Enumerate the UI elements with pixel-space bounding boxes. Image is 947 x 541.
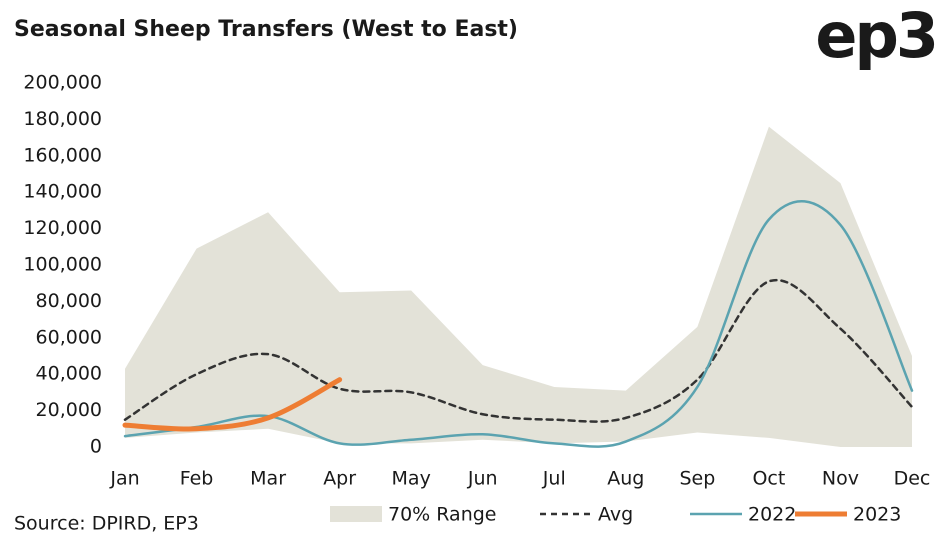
y-tick-label: 20,000: [36, 399, 102, 421]
legend-label: Avg: [598, 504, 633, 526]
y-tick-label: 180,000: [23, 108, 102, 130]
x-tick-label: Jun: [467, 468, 498, 490]
chart-title: Seasonal Sheep Transfers (West to East): [14, 17, 518, 42]
range-area: [125, 126, 912, 448]
x-tick-label: Oct: [752, 468, 785, 490]
y-tick-label: 40,000: [36, 363, 102, 385]
y-tick-label: 80,000: [36, 290, 102, 312]
x-tick-label: May: [392, 468, 431, 490]
legend-label: 2023: [853, 504, 901, 526]
x-tick-label: Mar: [250, 468, 286, 490]
x-tick-label: Aug: [607, 468, 644, 490]
y-tick-label: 60,000: [36, 326, 102, 348]
legend-swatch: [330, 506, 382, 522]
y-tick-label: 100,000: [23, 254, 102, 276]
y-tick-label: 200,000: [23, 72, 102, 94]
x-tick-label: Apr: [323, 468, 356, 490]
logo: ep3: [815, 0, 936, 72]
source: Source: DPIRD, EP3: [14, 513, 199, 535]
x-tick-label: Sep: [679, 468, 715, 490]
x-tick-label: Feb: [180, 468, 214, 490]
y-tick-label: 160,000: [23, 144, 102, 166]
x-tick-label: Nov: [822, 468, 859, 490]
y-tick-label: 120,000: [23, 217, 102, 239]
x-tick-label: Dec: [894, 468, 931, 490]
legend-label: 70% Range: [388, 504, 497, 526]
x-tick-label: Jan: [109, 468, 139, 490]
series-line: [122, 377, 343, 432]
y-tick-label: 0: [90, 436, 102, 458]
series-line: [123, 278, 914, 423]
legend-label: 2022: [748, 504, 796, 526]
x-tick-label: Jul: [542, 468, 566, 490]
y-tick-label: 140,000: [23, 181, 102, 203]
